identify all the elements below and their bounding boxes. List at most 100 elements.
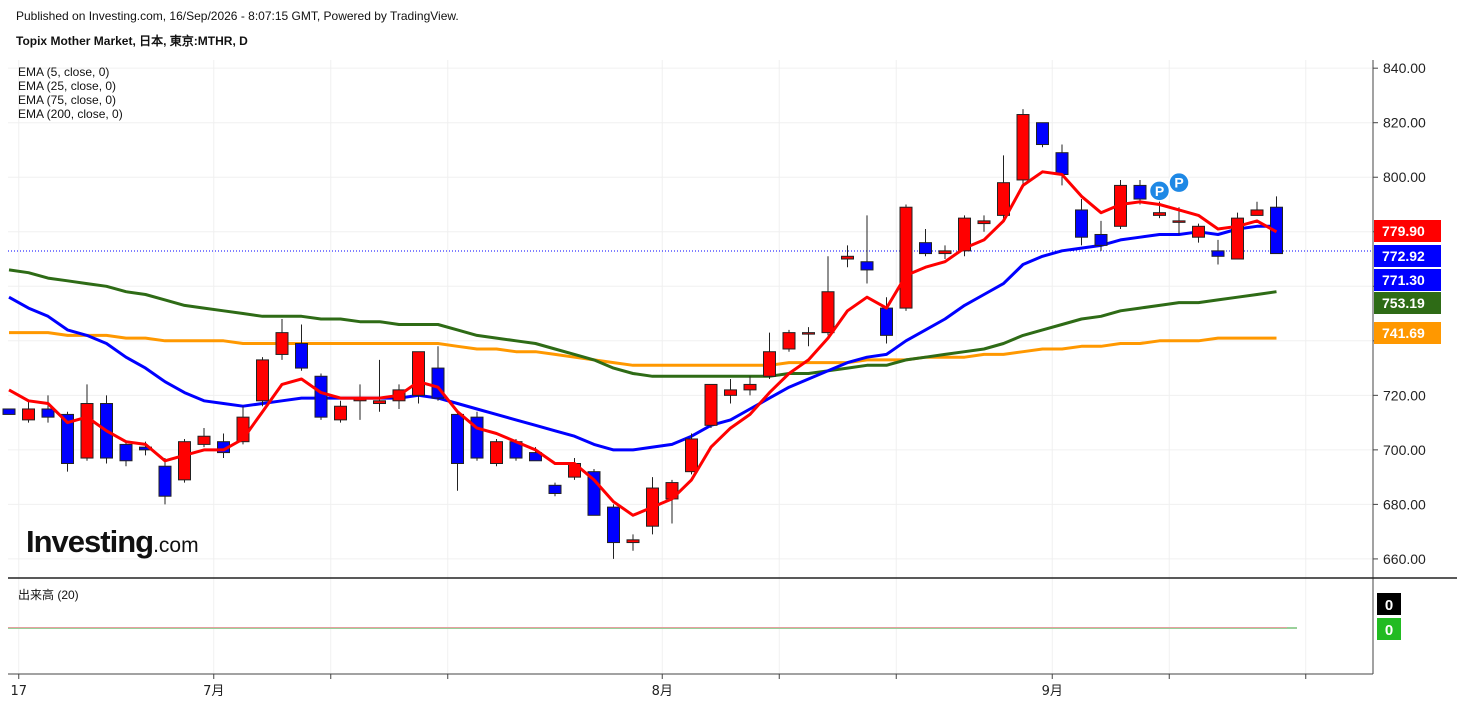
- candle: [685, 433, 698, 475]
- candle-body: [782, 332, 796, 350]
- candle: [626, 534, 640, 551]
- candle-body: [1153, 212, 1166, 216]
- candle: [743, 376, 757, 396]
- candle: [61, 411, 74, 472]
- volume-badge-bg: [1377, 593, 1401, 615]
- candle: [938, 245, 952, 260]
- investing-logo: Investing.com: [26, 524, 199, 560]
- candle: [1133, 179, 1147, 205]
- candle-body: [158, 465, 172, 497]
- price-badge-bg: [1374, 292, 1441, 314]
- candle-body: [1055, 152, 1069, 176]
- volume-badge: 0: [1377, 618, 1401, 640]
- price-badge-bg: [1374, 220, 1441, 242]
- candle-body: [938, 250, 952, 255]
- candle-body: [41, 408, 55, 418]
- candle: [490, 438, 503, 467]
- price-badge-bg: [1374, 269, 1441, 291]
- price-badge-bg: [1374, 245, 1441, 267]
- price-badge-text: 779.90: [1382, 223, 1425, 239]
- candle: [724, 378, 737, 404]
- ema75-line: [8, 268, 1277, 378]
- time-axis: 17 7月 8月 9月: [10, 674, 1307, 699]
- ema5-path: [8, 170, 1278, 517]
- candle-body: [841, 255, 854, 260]
- x-tick-label: 8月: [652, 684, 673, 699]
- candle: [1075, 199, 1088, 246]
- ema75-path: [8, 268, 1277, 378]
- candle: [607, 504, 620, 559]
- candle: [334, 400, 347, 423]
- price-badge: 772.92: [1374, 245, 1441, 267]
- candle: [41, 395, 55, 423]
- candle: [1250, 201, 1264, 216]
- x-tick-label: 17: [10, 684, 27, 699]
- candle: [412, 351, 425, 404]
- candle: [256, 357, 269, 407]
- candle: [119, 441, 133, 467]
- candle: [1172, 207, 1186, 235]
- candle-body: [1250, 209, 1264, 216]
- candle-body: [743, 383, 757, 391]
- candle-body: [860, 261, 874, 271]
- candle: [782, 329, 796, 352]
- y-tick-label: 840.00: [1383, 60, 1426, 76]
- candle-body: [334, 405, 347, 421]
- candle-body: [178, 441, 191, 481]
- candle-body: [529, 452, 542, 462]
- price-badge-text: 771.30: [1382, 272, 1425, 288]
- candle: [197, 428, 211, 448]
- candle-body: [880, 307, 893, 336]
- candle-body: [1094, 233, 1108, 246]
- legend-ema200: EMA (200, close, 0): [18, 107, 123, 121]
- candle-body: [919, 242, 932, 255]
- candle: [451, 411, 464, 491]
- candle: [470, 411, 484, 461]
- candle-body: [490, 441, 503, 464]
- candle: [841, 245, 854, 268]
- candle-body: [61, 413, 74, 464]
- candle-body: [821, 291, 835, 334]
- marker-label: P: [1174, 175, 1183, 191]
- candle-body: [80, 403, 94, 459]
- candle: [314, 373, 328, 420]
- y-tick-label: 660.00: [1383, 551, 1426, 567]
- candle-body: [685, 438, 698, 473]
- y-tick-label: 680.00: [1383, 496, 1426, 512]
- candle: [763, 332, 776, 379]
- candle-body: [1016, 114, 1030, 181]
- candles: [2, 109, 1283, 559]
- candle: [2, 408, 16, 415]
- candle-body: [724, 389, 737, 396]
- candle-body: [899, 206, 913, 309]
- ema5-line: [8, 170, 1278, 517]
- candle-body: [314, 375, 328, 418]
- legend-ema5: EMA (5, close, 0): [18, 65, 110, 79]
- price-axis: 660.00 680.00 700.00 720.00 800.00 820.00 840.…: [1373, 60, 1426, 567]
- candle-body: [451, 413, 464, 464]
- candle: [1094, 220, 1108, 251]
- candle: [802, 327, 815, 347]
- candle: [919, 229, 932, 257]
- indicator-legend: EMA (5, close, 0) EMA (25, close, 0) EMA…: [18, 65, 123, 121]
- candle-body: [1036, 122, 1049, 146]
- y-tick-label: 700.00: [1383, 442, 1426, 458]
- ema25-path: [8, 224, 1277, 452]
- candle-body: [958, 217, 971, 252]
- candle: [997, 155, 1010, 221]
- candle: [958, 215, 971, 257]
- marker-label: P: [1155, 183, 1164, 199]
- candle: [80, 384, 94, 461]
- candle: [178, 438, 191, 483]
- chart-frame: [8, 60, 1457, 675]
- candle-body: [412, 351, 425, 396]
- x-tick-label: 7月: [203, 684, 224, 699]
- candle-body: [607, 506, 620, 544]
- candle: [1016, 109, 1030, 186]
- candle-body: [1133, 184, 1147, 200]
- candle: [977, 215, 991, 232]
- price-badge: 741.69: [1374, 322, 1441, 344]
- candle: [860, 215, 874, 284]
- marker-circle: [1168, 171, 1190, 194]
